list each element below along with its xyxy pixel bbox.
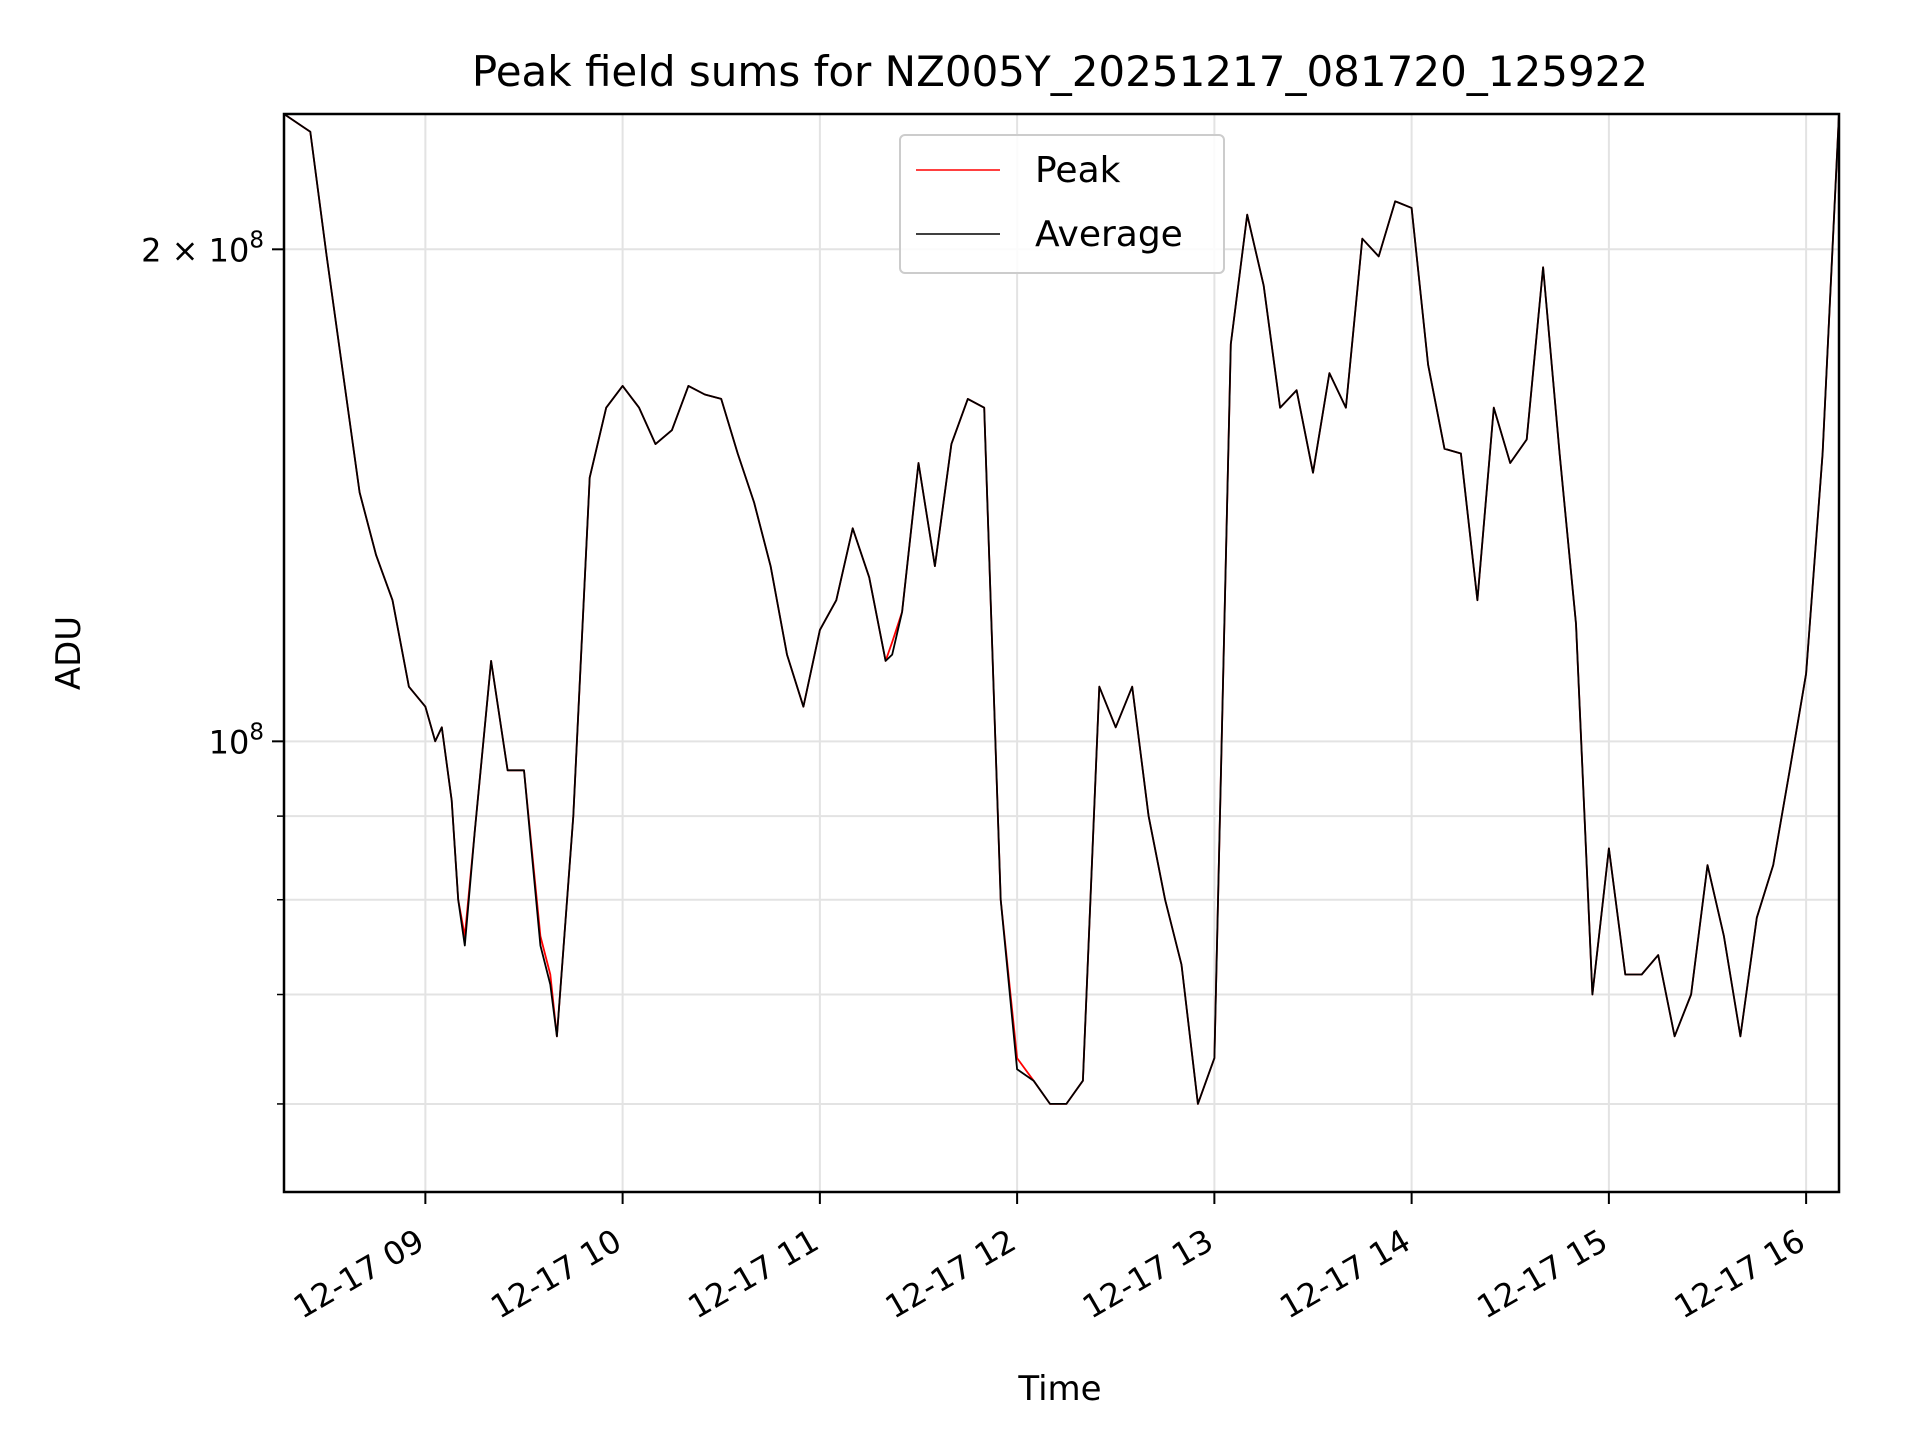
chart-title: Peak field sums for NZ005Y_20251217_0817… [472,47,1648,96]
y-axis-ticks: 2 × 108 108 [141,227,284,1105]
series-line-average [283,113,1840,1105]
y-axis-title: ADU [49,616,89,690]
plot-frame [282,112,1841,1194]
plot-series [283,113,1840,1105]
legend-label-average: Average [1035,214,1183,255]
legend: Peak Average [899,134,1225,274]
y-tick-label: 108 [209,719,264,761]
legend-label-peak: Peak [1035,150,1121,191]
y-tick-label: 2 × 108 [141,227,264,269]
x-axis-title: Time [1017,1369,1101,1409]
